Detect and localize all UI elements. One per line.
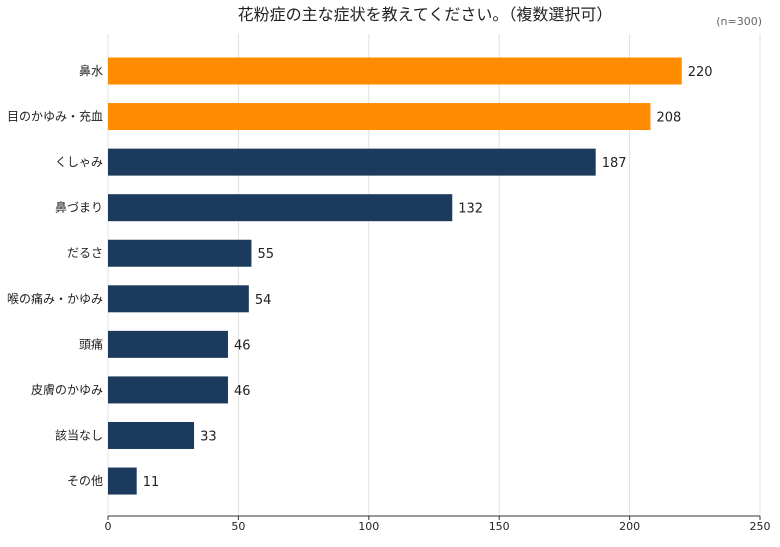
data-label: 208 (656, 111, 681, 126)
category-label: 鼻づまり (55, 200, 103, 215)
data-label: 33 (200, 429, 217, 444)
data-label: 46 (234, 338, 251, 353)
category-label: その他 (67, 474, 103, 488)
category-label: 目のかゆみ・充血 (7, 109, 103, 124)
bar (108, 148, 596, 176)
bar (108, 194, 453, 222)
bar (108, 103, 651, 131)
data-label: 187 (602, 156, 627, 171)
x-tick-label: 100 (358, 520, 379, 533)
category-label: 皮膚のかゆみ (31, 382, 103, 397)
x-tick-label: 250 (750, 520, 771, 533)
x-tick-label: 50 (231, 520, 245, 533)
bar (108, 467, 137, 495)
data-label: 54 (255, 293, 272, 308)
category-label: 該当なし (55, 427, 103, 442)
bar (108, 376, 228, 404)
data-label: 55 (257, 247, 274, 262)
bar (108, 285, 249, 313)
x-tick-label: 0 (105, 520, 112, 533)
data-label: 220 (688, 65, 713, 80)
category-label: くしゃみ (55, 155, 103, 169)
chart-title: 花粉症の主な症状を教えてください。（複数選択可） (238, 5, 613, 24)
data-label: 46 (234, 384, 251, 399)
x-tick-label: 200 (619, 520, 640, 533)
category-label: 喉の痛み・かゆみ (7, 291, 103, 306)
bar (108, 239, 252, 267)
bar (108, 57, 682, 85)
category-label: 鼻水 (79, 63, 103, 78)
bar (108, 421, 195, 449)
sample-size-note: (n=300) (716, 15, 762, 28)
data-label: 11 (143, 475, 160, 490)
bar (108, 330, 228, 358)
data-label: 132 (458, 202, 483, 217)
x-tick-label: 150 (489, 520, 510, 533)
category-label: だるさ (67, 246, 103, 260)
category-label: 頭痛 (79, 336, 103, 351)
